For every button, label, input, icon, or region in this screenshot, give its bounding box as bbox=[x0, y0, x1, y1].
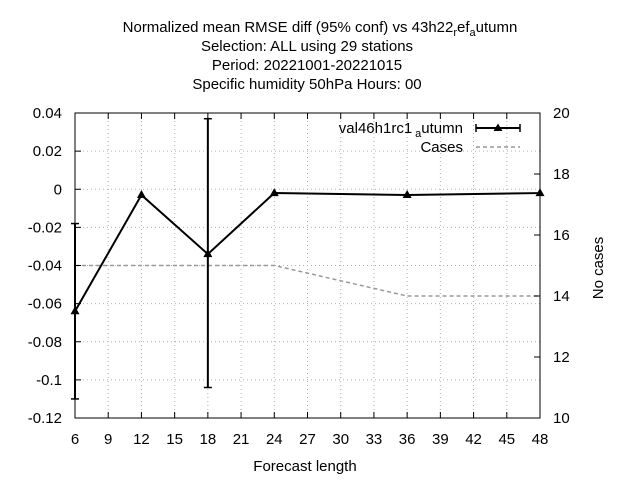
axis-ticks bbox=[74, 112, 541, 419]
series-cases bbox=[75, 264, 540, 297]
y-tick-labels: -0.12 -0.1 -0.08 -0.06 -0.04 -0.02 0 0.02 0.04 bbox=[28, 105, 62, 427]
y2-tick-label: 20 bbox=[553, 105, 570, 122]
y2-tick-label: 16 bbox=[553, 227, 570, 244]
x-tick-labels: 6 9 12 15 18 21 24 27 30 33 36 39 42 45 48 bbox=[71, 431, 549, 448]
title-line-2: Selection: ALL using 29 stations bbox=[201, 38, 413, 55]
legend-name-sub: a bbox=[415, 128, 422, 140]
series-line-val46h1rc1 bbox=[74, 192, 541, 312]
legend: val46h1rc1 autumn Cases bbox=[339, 120, 521, 156]
x-tick-label: 39 bbox=[432, 431, 449, 448]
y-tick-label: -0.04 bbox=[28, 258, 62, 275]
x-tick-label: 27 bbox=[299, 431, 316, 448]
title-suffix-end: utumn bbox=[476, 19, 518, 36]
y-tick-label: 0.04 bbox=[33, 105, 62, 122]
y2-tick-label: 12 bbox=[553, 349, 570, 366]
x-tick-label: 9 bbox=[104, 431, 112, 448]
title-line-1: Normalized mean RMSE diff (95% conf) vs … bbox=[123, 19, 518, 39]
data-point-marker bbox=[136, 189, 146, 198]
series-val46h1rc1 bbox=[70, 117, 545, 400]
x-tick-label: 18 bbox=[200, 431, 217, 448]
x-tick-label: 21 bbox=[233, 431, 250, 448]
data-point-marker bbox=[402, 189, 412, 198]
title-suffix-mid: ef bbox=[457, 19, 470, 36]
legend-label-cases: Cases bbox=[420, 139, 463, 156]
y2-tick-labels: 10 12 14 16 18 20 bbox=[553, 105, 570, 427]
x-tick-label: 30 bbox=[332, 431, 349, 448]
legend-marker-triangle bbox=[493, 123, 503, 131]
y2-tick-label: 10 bbox=[553, 410, 570, 427]
x-axis-label: Forecast length bbox=[253, 458, 356, 475]
y-tick-label: -0.1 bbox=[36, 372, 62, 389]
x-tick-label: 48 bbox=[532, 431, 549, 448]
title-line-3: Period: 20221001-20221015 bbox=[212, 57, 402, 74]
y-tick-label: -0.02 bbox=[28, 219, 62, 236]
y-tick-label: -0.12 bbox=[28, 410, 62, 427]
x-tick-label: 45 bbox=[498, 431, 515, 448]
y-tick-label: -0.08 bbox=[28, 334, 62, 351]
x-tick-label: 24 bbox=[266, 431, 283, 448]
data-point-marker bbox=[203, 249, 213, 258]
x-tick-label: 36 bbox=[399, 431, 416, 448]
title-line-1-main: Normalized mean RMSE diff (95% conf) vs … bbox=[123, 19, 454, 36]
chart-title: Normalized mean RMSE diff (95% conf) vs … bbox=[123, 19, 518, 93]
x-tick-label: 6 bbox=[71, 431, 79, 448]
grid bbox=[75, 113, 540, 418]
legend-label-val46h1rc1: val46h1rc1 autumn bbox=[339, 120, 463, 140]
x-tick-label: 15 bbox=[166, 431, 183, 448]
data-point-marker bbox=[269, 188, 279, 197]
title-line-4: Specific humidity 50hPa Hours: 00 bbox=[192, 76, 421, 93]
y-tick-label: 0.02 bbox=[33, 143, 62, 160]
y2-axis-label: No cases bbox=[590, 237, 607, 300]
y2-tick-label: 18 bbox=[553, 166, 570, 183]
x-tick-label: 33 bbox=[366, 431, 383, 448]
title-suffix-sub-1: r bbox=[453, 27, 457, 39]
legend-name-main: val46h1rc1 bbox=[339, 120, 412, 137]
x-tick-label: 42 bbox=[465, 431, 482, 448]
legend-name-post: utumn bbox=[421, 120, 463, 137]
x-tick-label: 12 bbox=[133, 431, 150, 448]
series-line-cases bbox=[75, 264, 540, 297]
y2-tick-label: 14 bbox=[553, 288, 570, 305]
y-tick-label: -0.06 bbox=[28, 296, 62, 313]
y-tick-label: 0 bbox=[54, 181, 62, 198]
title-suffix-sub-2: a bbox=[470, 27, 477, 39]
